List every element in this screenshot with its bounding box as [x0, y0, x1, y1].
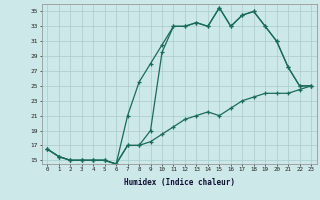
X-axis label: Humidex (Indice chaleur): Humidex (Indice chaleur) [124, 178, 235, 187]
